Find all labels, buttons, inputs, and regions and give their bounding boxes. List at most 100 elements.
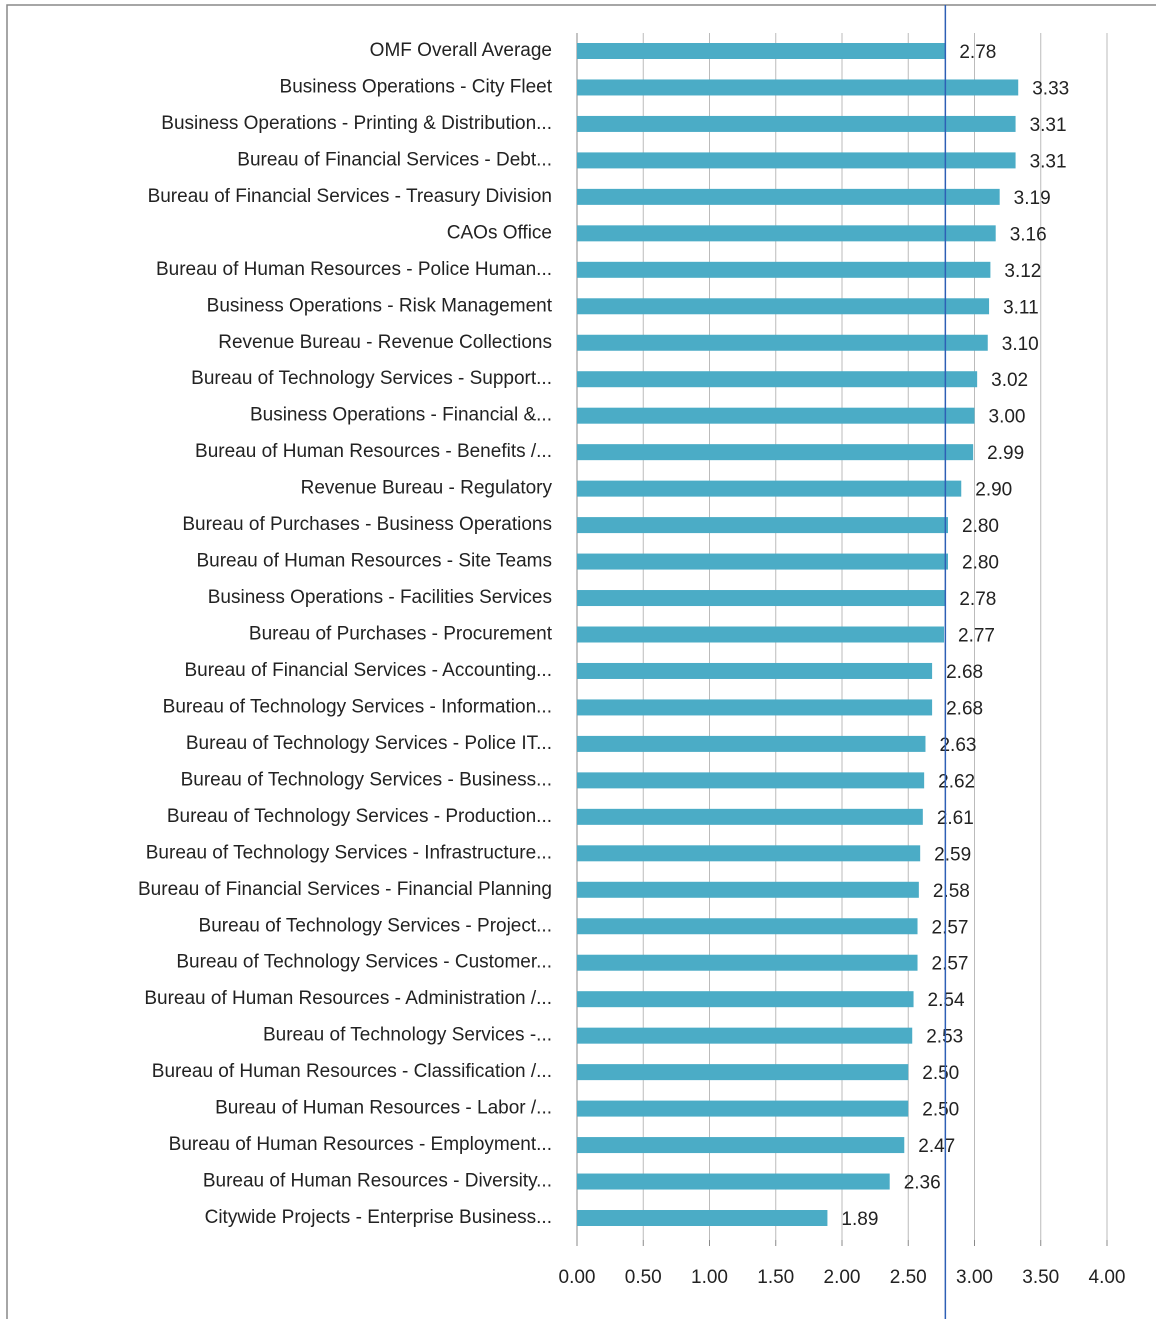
- bar: [577, 845, 921, 862]
- x-tick-label: 3.50: [1022, 1267, 1059, 1288]
- bar: [577, 991, 914, 1008]
- category-label: Bureau of Financial Services - Accountin…: [184, 660, 552, 681]
- bar: [577, 1173, 890, 1190]
- bar: [577, 43, 946, 59]
- category-label: Bureau of Human Resources - Labor /...: [215, 1098, 552, 1119]
- category-label: Business Operations - Facilities Service…: [208, 587, 552, 608]
- bar: [577, 188, 1000, 205]
- value-label: 2.57: [932, 917, 969, 938]
- bar: [577, 1137, 905, 1154]
- bar: [577, 444, 974, 461]
- value-label: 2.61: [937, 808, 974, 829]
- value-label: 2.77: [958, 626, 995, 647]
- category-label: Bureau of Human Resources - Site Teams: [196, 551, 552, 572]
- value-label: 2.58: [933, 881, 970, 902]
- category-label: Bureau of Technology Services - Police I…: [186, 733, 552, 754]
- value-label: 2.80: [962, 516, 999, 537]
- category-label: Bureau of Technology Services - Infrastr…: [146, 842, 552, 863]
- category-label: Business Operations - Risk Management: [207, 295, 553, 316]
- value-label: 3.16: [1010, 224, 1047, 245]
- value-label: 2.50: [922, 1100, 959, 1121]
- category-label: Bureau of Financial Services - Financial…: [138, 879, 552, 900]
- value-label: 2.54: [928, 990, 965, 1011]
- category-label: Bureau of Technology Services -...: [263, 1025, 552, 1046]
- category-label: Bureau of Financial Services - Treasury …: [148, 186, 552, 207]
- chart-frame: [6, 4, 1156, 1319]
- value-label: 3.31: [1030, 151, 1067, 172]
- category-label: Bureau of Technology Services - Customer…: [176, 952, 552, 973]
- bar: [577, 772, 925, 789]
- bar: [577, 626, 945, 643]
- value-label: 3.00: [989, 407, 1026, 428]
- category-label: Bureau of Purchases - Business Operation…: [182, 514, 552, 535]
- bar: [577, 808, 923, 825]
- bar: [577, 918, 918, 935]
- value-label: 3.33: [1032, 78, 1069, 99]
- bar: [577, 517, 948, 534]
- x-tick-label: 2.50: [890, 1267, 927, 1288]
- value-label: 3.31: [1030, 115, 1067, 136]
- value-label: 2.78: [959, 589, 996, 610]
- value-label: 1.89: [841, 1209, 878, 1230]
- value-label: 2.57: [932, 954, 969, 975]
- bar: [577, 79, 1019, 96]
- value-label: 2.47: [918, 1136, 955, 1157]
- category-label: Bureau of Technology Services - Project.…: [199, 915, 552, 936]
- category-label: CAOs Office: [447, 222, 552, 243]
- bar: [577, 480, 962, 497]
- bar: [577, 407, 975, 424]
- category-label: Bureau of Purchases - Procurement: [249, 624, 553, 645]
- x-tick-label: 0.50: [625, 1267, 662, 1288]
- category-label: Business Operations - Financial &...: [250, 405, 552, 426]
- category-label: Citywide Projects - Enterprise Business.…: [205, 1207, 552, 1228]
- bar: [577, 225, 996, 242]
- category-label: Bureau of Human Resources - Police Human…: [156, 259, 552, 280]
- x-tick-label: 3.00: [956, 1267, 993, 1288]
- bar: [577, 298, 990, 315]
- bar: [577, 553, 948, 570]
- bar: [577, 735, 926, 752]
- value-label: 3.11: [1003, 297, 1039, 318]
- value-label: 2.59: [934, 844, 971, 865]
- category-label: Bureau of Technology Services - Producti…: [167, 806, 552, 827]
- category-label: Bureau of Human Resources - Diversity...: [203, 1171, 552, 1192]
- category-label: Bureau of Technology Services - Business…: [181, 769, 552, 790]
- value-label: 3.02: [991, 370, 1028, 391]
- category-label: Business Operations - City Fleet: [280, 76, 553, 97]
- value-label: 2.68: [946, 698, 983, 719]
- category-label: Revenue Bureau - Regulatory: [301, 478, 553, 499]
- value-label: 2.63: [939, 735, 976, 756]
- bar: [577, 152, 1016, 169]
- category-label: Bureau of Technology Services - Support.…: [191, 368, 552, 389]
- category-label: Bureau of Human Resources - Classificati…: [152, 1061, 552, 1082]
- category-label: Bureau of Human Resources - Employment..…: [169, 1134, 552, 1155]
- category-label: Revenue Bureau - Revenue Collections: [218, 332, 552, 353]
- value-label: 2.99: [987, 443, 1024, 464]
- category-label: Bureau of Human Resources - Benefits /..…: [195, 441, 552, 462]
- bar: [577, 371, 978, 388]
- bar: [577, 334, 988, 351]
- bar: [577, 699, 933, 716]
- x-tick-label: 2.00: [824, 1267, 861, 1288]
- value-label: 2.50: [922, 1063, 959, 1084]
- category-label: Bureau of Financial Services - Debt...: [237, 149, 552, 170]
- category-label: Bureau of Human Resources - Administrati…: [144, 988, 552, 1009]
- category-label: OMF Overall Average: [370, 40, 552, 61]
- value-label: 3.12: [1004, 261, 1041, 282]
- value-label: 3.19: [1014, 188, 1051, 209]
- bar: [577, 881, 919, 898]
- x-tick-label: 1.50: [757, 1267, 794, 1288]
- value-label: 2.36: [904, 1173, 941, 1194]
- value-label: 2.80: [962, 553, 999, 574]
- value-label: 2.62: [938, 771, 975, 792]
- x-tick-label: 4.00: [1089, 1267, 1126, 1288]
- bar: [577, 1100, 909, 1117]
- bar: [577, 954, 918, 971]
- x-tick-label: 1.00: [691, 1267, 728, 1288]
- value-label: 2.68: [946, 662, 983, 683]
- bar: [577, 1027, 913, 1044]
- value-label: 2.78: [959, 42, 996, 63]
- bar: [577, 261, 991, 278]
- category-label: Business Operations - Printing & Distrib…: [161, 113, 552, 134]
- bar: [577, 1064, 909, 1081]
